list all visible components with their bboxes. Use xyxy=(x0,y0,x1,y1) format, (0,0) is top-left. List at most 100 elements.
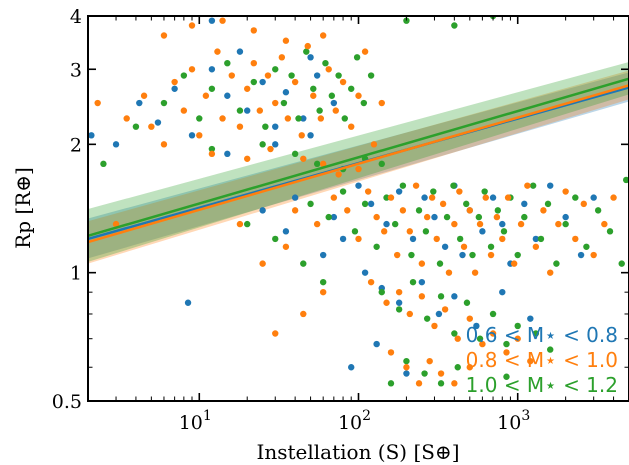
data-point xyxy=(244,220,251,228)
data-point xyxy=(330,213,338,221)
data-point xyxy=(307,132,314,139)
x-axis-ticks: 101 102 103 xyxy=(87,16,629,434)
data-point xyxy=(228,72,235,79)
data-point xyxy=(250,59,258,67)
data-point xyxy=(606,228,614,235)
data-point xyxy=(330,194,338,201)
data-point xyxy=(282,243,290,250)
y-axis-label: Rp [R⊕] xyxy=(11,167,35,249)
data-point xyxy=(466,364,473,371)
data-point xyxy=(393,251,401,259)
legend-entry-2: 1.0 < M⋆ < 1.2 xyxy=(466,373,618,397)
data-point xyxy=(136,99,143,107)
data-point xyxy=(313,220,321,228)
data-point xyxy=(383,220,390,228)
data-point xyxy=(403,370,410,377)
data-point xyxy=(330,99,338,107)
data-point xyxy=(244,155,251,162)
data-point xyxy=(583,243,590,250)
data-point xyxy=(112,220,120,228)
data-point xyxy=(196,115,203,122)
data-point xyxy=(208,150,216,158)
data-point xyxy=(339,235,347,243)
data-point xyxy=(494,207,502,214)
data-point xyxy=(479,228,486,235)
data-point xyxy=(500,228,508,235)
data-point xyxy=(132,123,140,130)
data-point xyxy=(361,200,369,208)
data-point xyxy=(451,380,458,387)
y-tick-label: 3 xyxy=(70,59,82,81)
data-point xyxy=(244,107,251,114)
data-point xyxy=(282,228,290,235)
data-point xyxy=(529,182,537,189)
data-point xyxy=(310,92,317,99)
data-point xyxy=(339,78,347,86)
fit-lines xyxy=(88,77,629,244)
data-point xyxy=(441,306,449,313)
y-tick-label: 2 xyxy=(70,134,82,156)
data-point xyxy=(259,78,266,86)
data-point xyxy=(367,200,375,208)
data-point xyxy=(622,176,629,184)
data-point xyxy=(418,278,426,286)
data-point xyxy=(555,220,562,228)
data-point xyxy=(307,200,314,208)
data-point xyxy=(259,260,266,267)
data-point xyxy=(403,17,410,24)
data-point xyxy=(451,22,458,29)
data-point xyxy=(214,48,221,55)
data-point xyxy=(208,85,216,92)
data-point xyxy=(433,235,440,243)
data-point xyxy=(171,78,178,86)
data-point xyxy=(300,260,307,267)
data-point xyxy=(319,278,327,286)
data-point xyxy=(489,194,497,201)
data-point xyxy=(499,220,506,228)
data-point xyxy=(160,32,168,39)
data-point xyxy=(355,182,362,189)
data-point xyxy=(540,207,547,214)
data-point xyxy=(409,235,417,243)
data-point xyxy=(489,330,497,337)
data-point xyxy=(295,115,302,122)
data-point xyxy=(459,251,466,259)
data-point xyxy=(435,310,443,318)
data-point xyxy=(527,315,534,322)
data-point xyxy=(291,150,299,158)
data-point xyxy=(335,72,342,79)
data-point xyxy=(373,213,380,221)
data-point xyxy=(437,370,445,377)
data-point xyxy=(537,235,545,243)
data-point xyxy=(412,182,420,189)
data-point xyxy=(367,72,375,79)
data-point xyxy=(562,188,569,195)
data-point xyxy=(562,220,569,228)
data-point xyxy=(219,115,226,122)
data-point xyxy=(481,188,488,195)
data-point xyxy=(473,322,480,330)
data-point xyxy=(224,59,231,67)
data-point xyxy=(378,160,385,168)
data-point xyxy=(580,200,587,208)
data-point xyxy=(264,72,272,79)
data-point xyxy=(421,194,428,201)
data-point xyxy=(482,194,489,201)
data-point xyxy=(431,213,438,221)
data-point xyxy=(387,380,395,387)
data-point xyxy=(88,132,95,139)
data-point xyxy=(154,119,162,126)
data-point xyxy=(291,78,299,86)
data-point xyxy=(514,251,521,259)
data-point xyxy=(313,72,321,79)
data-point xyxy=(408,251,415,259)
data-point xyxy=(395,299,403,306)
data-point xyxy=(236,123,244,130)
data-point xyxy=(423,315,431,322)
data-point xyxy=(476,335,484,342)
data-point xyxy=(148,123,155,130)
data-point xyxy=(224,92,231,99)
data-point xyxy=(278,54,286,61)
data-point xyxy=(160,99,168,107)
data-point xyxy=(406,310,414,318)
